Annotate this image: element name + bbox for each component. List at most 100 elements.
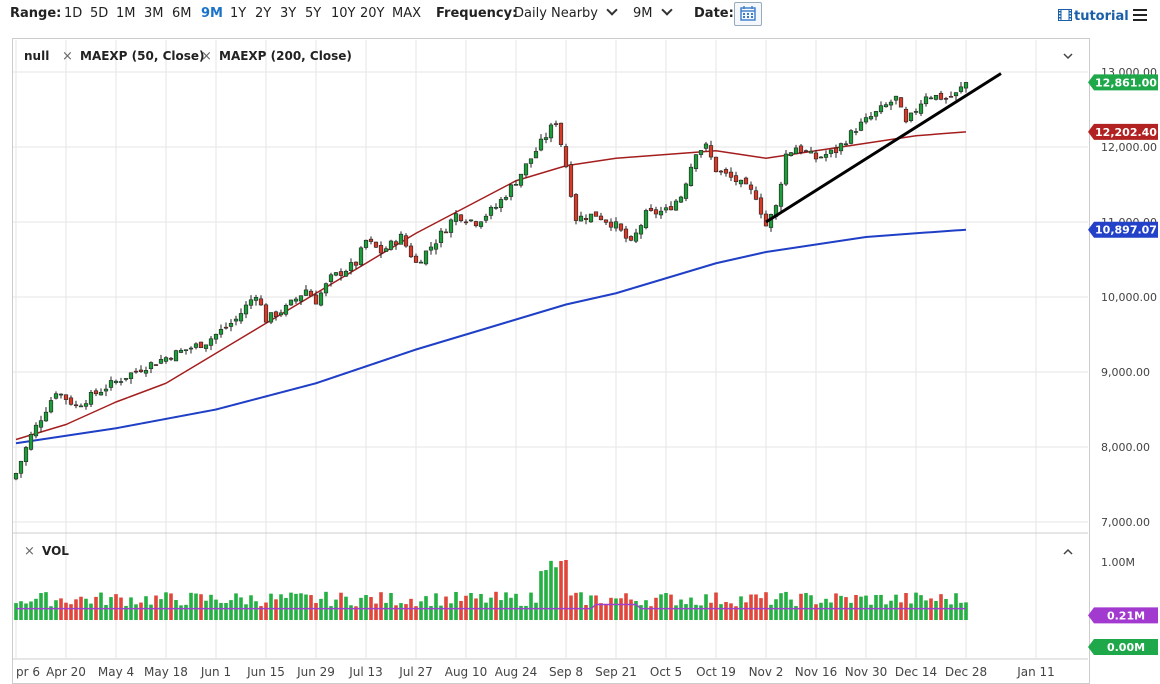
volume-bar	[159, 599, 163, 620]
frequency-dropdown[interactable]: Daily Nearby	[514, 4, 618, 21]
candle-body	[588, 213, 594, 223]
candle-body	[358, 247, 364, 266]
trendline[interactable]	[765, 72, 1002, 224]
volume-bar	[254, 601, 258, 620]
candle-body	[553, 123, 559, 125]
candle-body	[673, 200, 679, 211]
volume-bar	[664, 593, 668, 620]
volume-bar	[319, 598, 323, 620]
collapse-chevron-icon[interactable]	[1063, 53, 1073, 60]
candle-body	[43, 411, 49, 422]
candle-body	[38, 420, 44, 428]
candle-body	[223, 326, 229, 329]
volume-bar	[889, 600, 893, 620]
range-button-10y[interactable]: 10Y	[331, 6, 356, 21]
candle-body	[183, 349, 189, 351]
candle-body	[703, 143, 709, 149]
period-dropdown[interactable]: 9M	[633, 4, 673, 21]
close-icon[interactable]: ×	[201, 49, 212, 64]
volume-zero-badge: 0.00M	[1107, 641, 1145, 654]
candle-body	[163, 357, 169, 362]
range-button-3y[interactable]: 3Y	[280, 6, 297, 21]
volume-bar	[219, 602, 223, 620]
volume-average-path	[16, 603, 966, 610]
volume-bar	[414, 606, 418, 620]
candle-body	[778, 183, 784, 207]
range-button-max[interactable]: MAX	[392, 6, 422, 21]
candle-body	[738, 179, 744, 185]
candle-body	[953, 92, 959, 97]
volume-bar	[694, 604, 698, 620]
volume-bar	[184, 604, 188, 620]
candle-body	[758, 197, 764, 215]
range-button-9m[interactable]: 9M	[201, 6, 223, 21]
range-button-6m[interactable]: 6M	[172, 6, 192, 21]
range-button-3m[interactable]: 3M	[144, 6, 164, 21]
volume-bar	[209, 594, 213, 620]
range-button-1d[interactable]: 1D	[64, 6, 83, 21]
volume-bar	[959, 602, 963, 620]
volume-bar	[714, 592, 718, 620]
candle-body	[853, 131, 859, 133]
x-tick-label: Aug 10	[445, 665, 488, 679]
volume-bar	[499, 600, 503, 620]
menu-icon[interactable]	[1133, 9, 1147, 21]
candle-body	[733, 175, 739, 182]
range-button-5d[interactable]: 5D	[90, 6, 109, 21]
candle-body	[423, 250, 429, 265]
candle-body	[323, 283, 329, 294]
legend-ma200: MAEXP (200, Close)	[219, 49, 352, 63]
x-tick-label: Jun 15	[246, 665, 285, 679]
close-icon[interactable]: ×	[24, 544, 35, 559]
volume-bar	[869, 604, 873, 620]
candle-body	[288, 299, 294, 306]
candle-body	[378, 245, 384, 254]
candle-body	[508, 184, 514, 197]
candle-body	[753, 190, 759, 200]
volume-bar	[879, 594, 883, 620]
candle-body	[118, 381, 124, 383]
ma50-badge-bg	[1088, 123, 1158, 140]
candle-body	[663, 207, 669, 211]
tutorial-link[interactable]: tutorial	[1058, 9, 1129, 24]
candle-body	[828, 149, 834, 154]
volume-bar	[614, 598, 618, 620]
volume-bar	[834, 593, 838, 620]
candle-body	[613, 221, 619, 229]
volume-bar	[564, 560, 568, 620]
volume-bar	[234, 593, 238, 620]
volume-bar	[809, 595, 813, 620]
range-button-2y[interactable]: 2Y	[255, 6, 272, 21]
ma50-badge: 12,202.40	[1095, 126, 1157, 139]
close-icon[interactable]: ×	[62, 49, 73, 64]
volume-bar	[904, 593, 908, 620]
expand-chevron-icon[interactable]	[1063, 548, 1073, 555]
volume-bar	[944, 598, 948, 620]
volume-zero-badge-bg	[1088, 639, 1158, 655]
volume-bar	[724, 602, 728, 620]
volume-bar	[154, 595, 158, 620]
candle-body	[623, 228, 629, 239]
x-tick-label: Jun 1	[200, 665, 231, 679]
legend-ma50: MAEXP (50, Close)	[80, 49, 205, 63]
candle-body	[258, 298, 264, 306]
range-button-1y[interactable]: 1Y	[230, 6, 247, 21]
candle-body	[268, 312, 274, 323]
range-button-20y[interactable]: 20Y	[360, 6, 385, 21]
range-button-1m[interactable]: 1M	[116, 6, 136, 21]
volume-bar	[74, 599, 78, 620]
candle-body	[338, 271, 344, 276]
candle-body	[198, 341, 204, 348]
candle-body	[833, 147, 839, 154]
volume-bar	[804, 592, 808, 620]
range-button-5y[interactable]: 5Y	[305, 6, 322, 21]
candle-body	[48, 400, 54, 413]
x-tick-label: May 18	[144, 665, 188, 679]
volume-bar	[549, 560, 553, 620]
volume-bar	[24, 603, 28, 620]
candle-body	[28, 434, 34, 450]
candle-body	[668, 206, 674, 211]
candle-body	[783, 153, 789, 185]
calendar-button[interactable]	[734, 2, 762, 26]
